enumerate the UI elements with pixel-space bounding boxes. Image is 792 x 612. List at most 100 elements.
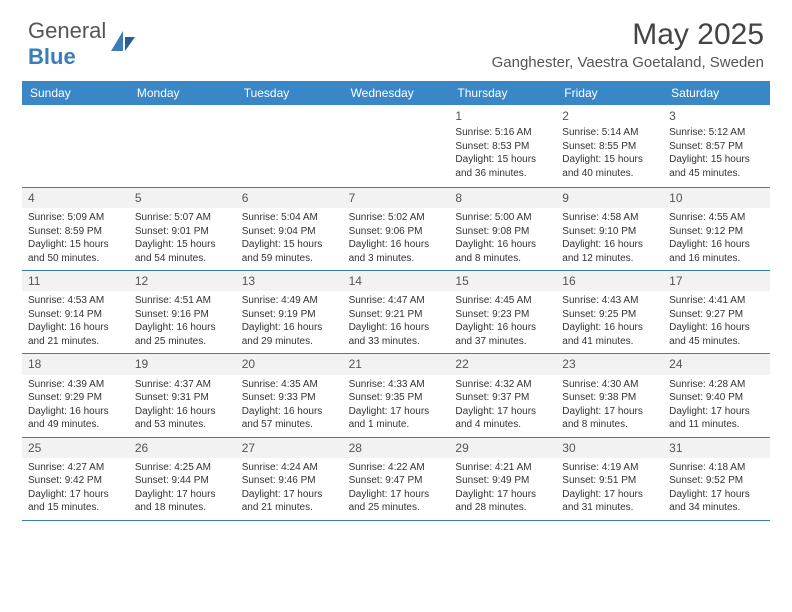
day-info-line: Sunrise: 4:19 AM xyxy=(562,461,657,475)
day-number: 16 xyxy=(556,271,663,291)
day-info-line: Daylight: 16 hours xyxy=(349,238,444,252)
calendar-day: 11Sunrise: 4:53 AMSunset: 9:14 PMDayligh… xyxy=(22,271,129,353)
day-info-line: and 45 minutes. xyxy=(669,335,764,349)
day-info-line: and 54 minutes. xyxy=(135,252,230,266)
day-number: 4 xyxy=(22,188,129,208)
calendar-day: 14 Sunrise: 4:47 AMSunset: 9:21 PMDayligh… xyxy=(343,271,450,353)
day-number: 6 xyxy=(236,188,343,208)
calendar-day: 8Sunrise: 5:00 AMSunset: 9:08 PMDaylight… xyxy=(449,188,556,270)
day-info-line: Sunrise: 5:02 AM xyxy=(349,211,444,225)
day-info-line: Sunset: 9:31 PM xyxy=(135,391,230,405)
day-info-line: Sunrise: 4:43 AM xyxy=(562,294,657,308)
calendar-body: ....1Sunrise: 5:16 AMSunset: 8:53 PMDayl… xyxy=(22,105,770,521)
day-number: 15 xyxy=(449,271,556,291)
day-info-line: and 3 minutes. xyxy=(349,252,444,266)
day-info-line: and 4 minutes. xyxy=(455,418,550,432)
day-info-line: Sunset: 9:52 PM xyxy=(669,474,764,488)
calendar-day: 12Sunrise: 4:51 AMSunset: 9:16 PMDayligh… xyxy=(129,271,236,353)
day-info-line: Daylight: 16 hours xyxy=(242,405,337,419)
calendar-day: 20Sunrise: 4:35 AMSunset: 9:33 PMDayligh… xyxy=(236,354,343,436)
day-info-line: and 15 minutes. xyxy=(28,501,123,515)
day-info-line: Sunrise: 4:55 AM xyxy=(669,211,764,225)
day-info-line: and 21 minutes. xyxy=(242,501,337,515)
sail-icon xyxy=(109,29,137,60)
day-number: 17 xyxy=(663,271,770,291)
day-info-line: and 34 minutes. xyxy=(669,501,764,515)
calendar-day: 25Sunrise: 4:27 AMSunset: 9:42 PMDayligh… xyxy=(22,438,129,520)
day-number: 5 xyxy=(129,188,236,208)
day-info-line: Daylight: 16 hours xyxy=(562,321,657,335)
day-info-line: Sunset: 9:38 PM xyxy=(562,391,657,405)
calendar-day: 6Sunrise: 5:04 AMSunset: 9:04 PMDaylight… xyxy=(236,188,343,270)
day-info-line: Sunset: 9:40 PM xyxy=(669,391,764,405)
day-info-line: Sunset: 9:29 PM xyxy=(28,391,123,405)
day-info-line: Sunset: 9:10 PM xyxy=(562,225,657,239)
day-info-line: and 37 minutes. xyxy=(455,335,550,349)
day-number: 18 xyxy=(22,354,129,374)
calendar-week: ....1Sunrise: 5:16 AMSunset: 8:53 PMDayl… xyxy=(22,105,770,188)
day-number: 24 xyxy=(663,354,770,374)
day-number: 1 xyxy=(455,108,550,124)
day-number: 13 xyxy=(236,271,343,291)
day-info-line: Sunset: 9:25 PM xyxy=(562,308,657,322)
day-info-line: Daylight: 15 hours xyxy=(669,153,764,167)
day-info-line: Sunset: 9:12 PM xyxy=(669,225,764,239)
day-info-line: Sunrise: 4:35 AM xyxy=(242,378,337,392)
calendar-header-cell: Wednesday xyxy=(343,81,450,105)
calendar-header-cell: Sunday xyxy=(22,81,129,105)
day-info-line: and 36 minutes. xyxy=(455,167,550,181)
day-info-line: Sunset: 9:21 PM xyxy=(349,308,444,322)
day-info-line: Sunrise: 4:49 AM xyxy=(242,294,337,308)
day-info-line: Daylight: 15 hours xyxy=(242,238,337,252)
day-info-line: and 49 minutes. xyxy=(28,418,123,432)
day-info-line: Sunrise: 4:47 AM xyxy=(349,294,444,308)
day-info-line: Daylight: 16 hours xyxy=(28,321,123,335)
day-info-line: Sunrise: 4:37 AM xyxy=(135,378,230,392)
day-info-line: Daylight: 16 hours xyxy=(135,405,230,419)
calendar-day: 15Sunrise: 4:45 AMSunset: 9:23 PMDayligh… xyxy=(449,271,556,353)
day-info-line: Sunset: 9:51 PM xyxy=(562,474,657,488)
calendar-day: 31Sunrise: 4:18 AMSunset: 9:52 PMDayligh… xyxy=(663,438,770,520)
day-info-line: Sunrise: 4:27 AM xyxy=(28,461,123,475)
calendar-week: 11Sunrise: 4:53 AMSunset: 9:14 PMDayligh… xyxy=(22,271,770,354)
brand-part1: General xyxy=(28,18,106,43)
calendar-header-cell: Monday xyxy=(129,81,236,105)
day-info-line: Sunrise: 4:39 AM xyxy=(28,378,123,392)
day-info-line: Daylight: 16 hours xyxy=(349,321,444,335)
day-info-line: and 59 minutes. xyxy=(242,252,337,266)
location-text: Ganghester, Vaestra Goetaland, Sweden xyxy=(492,54,764,71)
day-info-line: Sunrise: 4:22 AM xyxy=(349,461,444,475)
day-number: 2 xyxy=(562,108,657,124)
calendar-day: . xyxy=(236,105,343,187)
day-number: 20 xyxy=(236,354,343,374)
day-info-line: Sunset: 9:23 PM xyxy=(455,308,550,322)
calendar-day: 10Sunrise: 4:55 AMSunset: 9:12 PMDayligh… xyxy=(663,188,770,270)
calendar-day: . xyxy=(22,105,129,187)
day-info-line: and 16 minutes. xyxy=(669,252,764,266)
day-info-line: Sunset: 8:55 PM xyxy=(562,140,657,154)
calendar-day: 21Sunrise: 4:33 AMSunset: 9:35 PMDayligh… xyxy=(343,354,450,436)
day-info-line: Sunrise: 4:28 AM xyxy=(669,378,764,392)
month-title: May 2025 xyxy=(492,18,764,52)
calendar-day: 7Sunrise: 5:02 AMSunset: 9:06 PMDaylight… xyxy=(343,188,450,270)
calendar-day: 18Sunrise: 4:39 AMSunset: 9:29 PMDayligh… xyxy=(22,354,129,436)
calendar-day: 9Sunrise: 4:58 AMSunset: 9:10 PMDaylight… xyxy=(556,188,663,270)
calendar-week: 18 Sunrise: 4:39 AMSunset: 9:29 PM Dayligh… xyxy=(22,354,770,437)
calendar-day: . xyxy=(343,105,450,187)
day-info-line: Sunset: 9:06 PM xyxy=(349,225,444,239)
day-info-line: and 18 minutes. xyxy=(135,501,230,515)
day-info-line: and 1 minute. xyxy=(349,418,444,432)
day-info-line: Sunset: 9:42 PM xyxy=(28,474,123,488)
calendar-day: 4Sunrise: 5:09 AMSunset: 8:59 PMDaylight… xyxy=(22,188,129,270)
day-info-line: Sunrise: 4:41 AM xyxy=(669,294,764,308)
day-number: 23 xyxy=(556,354,663,374)
day-number: 31 xyxy=(663,438,770,458)
day-info-line: Sunset: 9:37 PM xyxy=(455,391,550,405)
day-info-line: Sunrise: 5:09 AM xyxy=(28,211,123,225)
brand-text: General Blue xyxy=(28,18,106,70)
day-number: 14 xyxy=(343,271,450,291)
calendar-day: . xyxy=(129,105,236,187)
calendar-header-cell: Thursday xyxy=(449,81,556,105)
brand-logo: General Blue xyxy=(28,18,137,70)
day-info-line: Daylight: 15 hours xyxy=(28,238,123,252)
